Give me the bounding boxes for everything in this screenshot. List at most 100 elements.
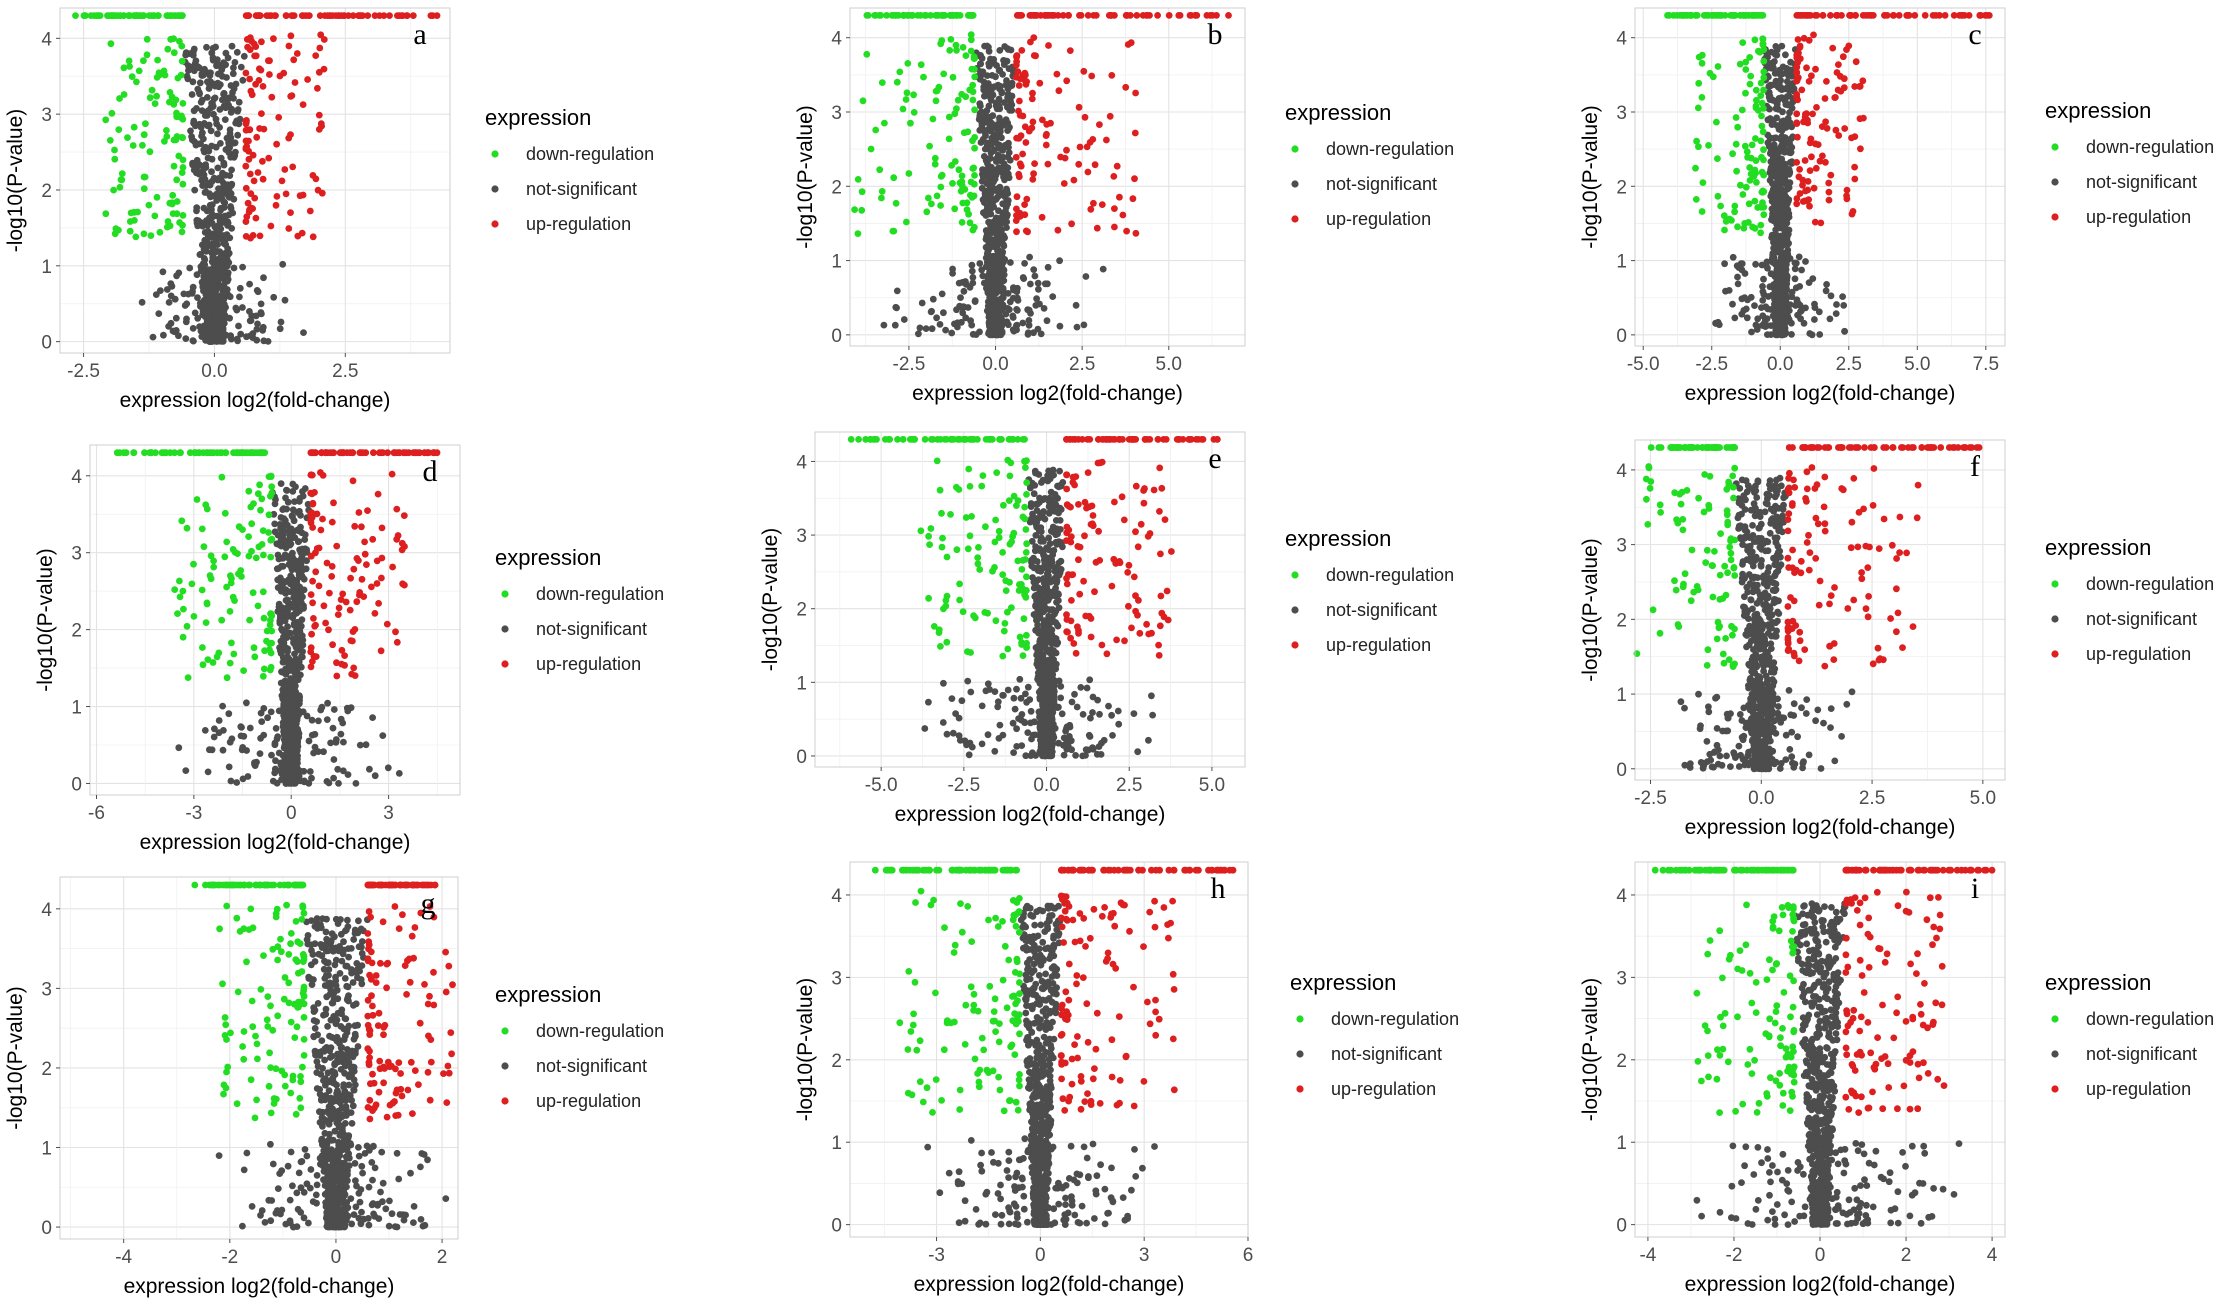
down-regulated-point — [245, 487, 253, 495]
not-significant-point — [995, 298, 1003, 306]
not-significant-point — [259, 323, 267, 331]
up-regulated-point — [1039, 116, 1046, 124]
up-regulated-point — [1793, 119, 1801, 127]
down-regulated-point — [267, 492, 274, 500]
down-regulated-point — [910, 109, 918, 116]
up-regulated-point — [1055, 87, 1063, 95]
down-regulated-point — [1714, 192, 1722, 200]
not-significant-point — [294, 725, 301, 733]
down-regulated-point — [910, 91, 917, 99]
down-regulated-point — [173, 133, 181, 140]
down-regulated-point — [1729, 150, 1736, 158]
down-regulated-point — [116, 449, 124, 457]
up-regulated-point — [245, 147, 253, 155]
not-significant-point — [1007, 259, 1014, 266]
not-significant-point — [208, 206, 215, 214]
not-significant-point — [1003, 224, 1010, 232]
down-regulated-point — [179, 212, 187, 219]
down-regulated-point — [929, 115, 937, 123]
up-regulated-point — [398, 546, 406, 554]
down-regulated-point — [141, 449, 148, 457]
down-regulated-point — [854, 230, 862, 238]
not-significant-point — [1786, 109, 1793, 117]
not-significant-point — [201, 112, 209, 119]
not-significant-point — [1044, 263, 1052, 271]
not-significant-point — [297, 777, 304, 785]
up-regulated-point — [272, 12, 279, 19]
down-regulated-point — [223, 674, 231, 682]
not-significant-point — [290, 687, 298, 694]
down-regulated-point — [140, 12, 148, 19]
not-significant-point — [1005, 144, 1012, 151]
up-regulated-point — [1794, 36, 1802, 43]
not-significant-point — [280, 588, 288, 596]
not-significant-point — [277, 318, 285, 326]
down-regulated-point — [928, 200, 935, 208]
up-regulated-point — [1831, 94, 1839, 101]
not-significant-point — [1008, 79, 1016, 87]
not-significant-point — [1766, 283, 1774, 291]
not-significant-point — [271, 769, 279, 777]
not-significant-point — [291, 701, 299, 708]
not-significant-point — [1781, 270, 1789, 278]
y-tick-label: 3 — [1616, 103, 1627, 124]
not-significant-point — [1099, 265, 1107, 273]
down-regulated-point — [1698, 94, 1706, 101]
not-significant-point — [1037, 330, 1045, 338]
down-regulated-point — [178, 228, 186, 236]
not-significant-point — [981, 145, 989, 153]
up-regulated-point — [308, 630, 315, 638]
up-regulated-point — [309, 233, 317, 241]
down-regulated-point — [167, 12, 175, 19]
up-regulated-point — [1812, 164, 1820, 172]
down-regulated-point — [140, 131, 148, 139]
down-regulated-point — [166, 199, 174, 207]
down-regulated-point — [1746, 54, 1754, 61]
up-regulated-point — [1076, 12, 1083, 19]
up-regulated-point — [1805, 78, 1813, 85]
not-significant-point — [280, 700, 288, 707]
not-significant-point — [206, 275, 213, 283]
not-significant-point — [293, 607, 301, 615]
not-significant-point — [240, 52, 248, 60]
not-significant-point — [196, 90, 204, 98]
up-regulated-point — [1080, 67, 1088, 75]
not-significant-point — [1034, 279, 1042, 287]
not-significant-point — [200, 204, 208, 212]
not-significant-point — [1043, 317, 1051, 325]
down-regulated-point — [248, 520, 256, 528]
not-significant-point — [335, 780, 342, 787]
up-regulated-point — [1803, 64, 1810, 72]
not-significant-point — [299, 492, 307, 500]
panel-label: c — [1968, 18, 1981, 51]
not-significant-point — [222, 49, 230, 57]
down-regulated-point — [180, 605, 187, 613]
up-regulated-point — [363, 561, 370, 568]
down-regulated-point — [257, 449, 265, 457]
down-regulated-point — [950, 12, 957, 19]
up-regulated-point — [1123, 227, 1130, 235]
up-regulated-point — [1018, 47, 1026, 54]
not-significant-point — [1777, 135, 1785, 143]
up-regulated-point — [313, 545, 321, 552]
not-significant-point — [225, 211, 233, 219]
not-significant-point — [371, 772, 379, 780]
not-significant-point — [237, 330, 245, 338]
up-regulated-point — [1812, 65, 1819, 73]
not-significant-point — [203, 325, 210, 333]
down-regulated-point — [148, 86, 156, 94]
down-regulated-point — [951, 205, 959, 213]
not-significant-point — [352, 780, 360, 787]
x-tick-label: 5.0 — [1156, 354, 1182, 375]
up-regulated-point — [351, 522, 359, 530]
not-significant-point — [980, 279, 988, 287]
up-regulated-point — [293, 50, 301, 57]
up-regulated-point — [1794, 59, 1802, 66]
up-regulated-point — [1054, 12, 1062, 19]
down-regulated-point — [145, 201, 153, 209]
down-regulated-point — [1759, 35, 1767, 43]
up-regulated-point — [1012, 153, 1020, 161]
not-significant-point — [294, 538, 302, 546]
down-regulated-point — [140, 230, 148, 238]
